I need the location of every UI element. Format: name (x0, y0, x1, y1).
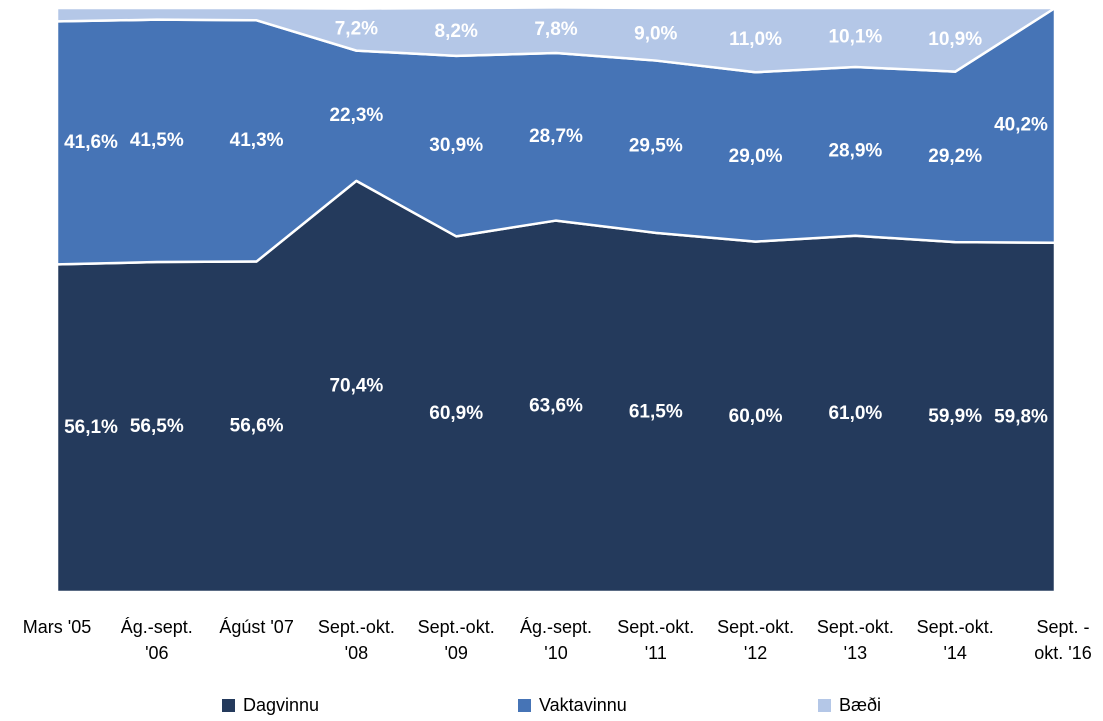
value-label: 41,3% (230, 130, 284, 151)
value-label: 10,1% (828, 27, 882, 48)
value-label: 41,6% (64, 132, 118, 153)
value-label: 9,0% (634, 23, 677, 44)
x-tick-label: Ágúst '07 (219, 617, 294, 637)
value-label: 60,9% (429, 403, 483, 424)
legend-item: Bæði (818, 695, 881, 716)
value-label: 28,9% (828, 140, 882, 161)
legend-swatch (818, 699, 831, 712)
value-label: 10,9% (928, 29, 982, 50)
x-tick-label: Sept.-okt. '08 (317, 617, 395, 663)
value-label: 7,8% (534, 19, 577, 40)
x-tick-label: Sept.-okt. '13 (816, 617, 894, 663)
value-label: 11,0% (729, 29, 782, 50)
x-tick-label: Sept.-okt. '14 (916, 617, 994, 663)
value-label: 61,5% (629, 401, 683, 422)
legend-item: Vaktavinnu (518, 695, 627, 716)
x-tick-label: Sept.-okt. '09 (417, 617, 495, 663)
value-label: 41,5% (130, 130, 184, 151)
x-tick-label: Sept.-okt. '12 (717, 617, 795, 663)
value-label: 56,1% (64, 417, 118, 438)
value-label: 29,2% (928, 146, 982, 167)
value-label: 29,5% (629, 136, 683, 157)
value-label: 59,9% (928, 406, 982, 427)
x-tick-label: Ág.-sept. '10 (519, 617, 593, 663)
value-label: 61,0% (828, 403, 882, 424)
x-tick-label: Sept.-okt. '11 (617, 617, 695, 663)
value-label: 29,0% (729, 146, 783, 167)
value-label: 22,3% (329, 105, 383, 126)
legend-swatch (222, 699, 235, 712)
value-label: 56,5% (130, 416, 184, 437)
legend-item: Dagvinnu (222, 695, 319, 716)
legend-swatch (518, 699, 531, 712)
value-label: 40,2% (994, 114, 1048, 135)
value-label: 28,7% (529, 126, 583, 147)
x-tick-label: Sept. - okt. '16 (1034, 617, 1092, 663)
value-label: 59,8% (994, 406, 1048, 427)
value-label: 7,2% (335, 19, 378, 40)
value-label: 63,6% (529, 395, 583, 416)
area (55, 6, 1057, 74)
x-tick-label: Ág.-sept. '06 (120, 617, 193, 663)
legend-label: Vaktavinnu (539, 695, 627, 715)
legend-label: Dagvinnu (243, 695, 320, 715)
legend-label: Bæði (839, 695, 882, 715)
value-label: 56,6% (230, 416, 284, 437)
x-tick-label: Mars '05 (22, 617, 92, 637)
value-label: 8,2% (435, 21, 478, 42)
value-label: 30,9% (429, 135, 483, 156)
value-label: 60,0% (729, 406, 783, 427)
value-label: 70,4% (329, 375, 383, 396)
